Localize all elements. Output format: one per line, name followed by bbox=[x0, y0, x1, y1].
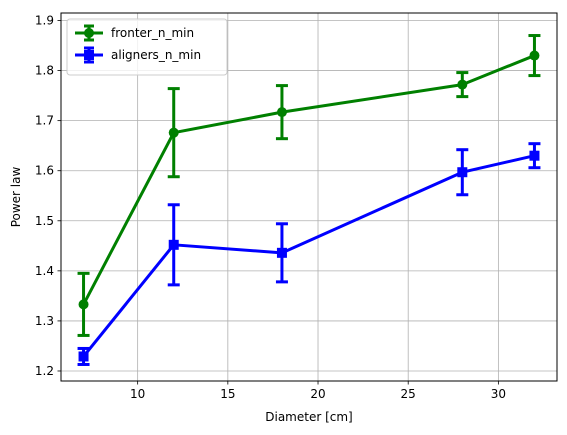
legend-label: aligners_n_min bbox=[111, 48, 201, 62]
series-line bbox=[82, 54, 536, 306]
data-point bbox=[78, 299, 89, 310]
data-point bbox=[457, 167, 468, 178]
y-axis-label: Power law bbox=[9, 167, 23, 228]
legend-entry-fronter_n_min: fronter_n_min bbox=[75, 24, 194, 42]
axis-ticks: 10 15 20 25 30 1.2 1.3 1.4 1.5 1.6 1.7 1.8 1.9 bbox=[35, 14, 506, 401]
y-tick-label: 1.3 bbox=[35, 314, 54, 328]
y-tick-label: 1.2 bbox=[35, 364, 54, 378]
x-tick-label: 20 bbox=[310, 387, 325, 401]
x-tick-label: 15 bbox=[220, 387, 235, 401]
legend-marker bbox=[84, 50, 94, 60]
legend-box bbox=[66, 18, 228, 76]
series-fronter_n_min bbox=[77, 34, 541, 337]
data-point bbox=[529, 50, 540, 61]
y-tick-label: 1.8 bbox=[35, 64, 54, 78]
series-line bbox=[82, 154, 535, 358]
x-tick-label: 30 bbox=[491, 387, 506, 401]
data-point bbox=[276, 247, 287, 258]
legend-entry-aligners_n_min: aligners_n_min bbox=[75, 46, 201, 64]
data-point bbox=[529, 150, 540, 161]
series-aligners_n_min bbox=[77, 142, 541, 366]
data-point bbox=[168, 239, 179, 250]
legend: fronter_n_min aligners_n_min bbox=[66, 18, 228, 76]
y-tick-label: 1.4 bbox=[35, 264, 54, 278]
legend-marker bbox=[84, 28, 94, 38]
y-tick-label: 1.7 bbox=[35, 114, 54, 128]
x-axis-label: Diameter [cm] bbox=[265, 410, 353, 424]
data-point bbox=[168, 127, 179, 138]
x-tick-label: 10 bbox=[130, 387, 145, 401]
data-point bbox=[78, 351, 89, 362]
x-tick-label: 25 bbox=[401, 387, 416, 401]
legend-label: fronter_n_min bbox=[111, 26, 194, 40]
y-tick-label: 1.6 bbox=[35, 164, 54, 178]
data-point bbox=[457, 79, 468, 90]
y-tick-label: 1.9 bbox=[35, 14, 54, 28]
data-series bbox=[77, 34, 541, 366]
data-point bbox=[276, 107, 287, 118]
plot-frame bbox=[60, 12, 558, 382]
y-tick-label: 1.5 bbox=[35, 214, 54, 228]
